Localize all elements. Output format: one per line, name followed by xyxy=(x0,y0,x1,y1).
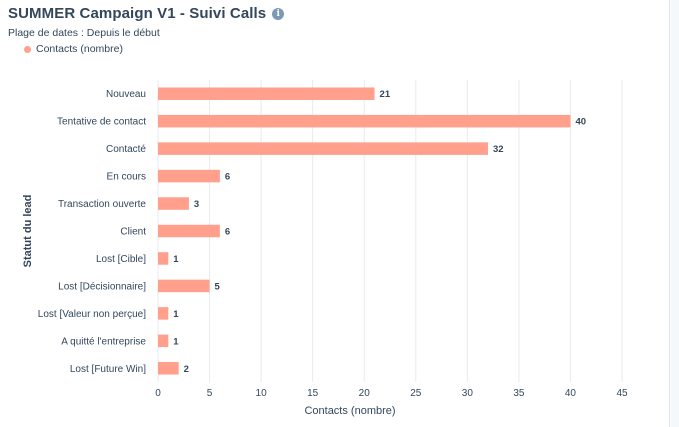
data-label: 2 xyxy=(184,364,189,375)
bar xyxy=(158,169,220,183)
bar xyxy=(158,252,169,265)
x-tick-label: 25 xyxy=(410,388,422,399)
chart-legend[interactable]: Contacts (nombre) xyxy=(24,43,123,55)
data-label: 21 xyxy=(380,89,391,100)
x-tick-label: 45 xyxy=(616,388,628,399)
bar xyxy=(158,334,169,348)
y-tick-label: Contacté xyxy=(106,144,146,155)
data-label: 5 xyxy=(215,281,221,292)
x-axis-title: Contacts (nombre) xyxy=(304,405,395,417)
y-tick-label: Lost [Valeur non perçue] xyxy=(38,309,146,320)
y-tick-label: Tentative de contact xyxy=(57,117,146,128)
x-tick-label: 15 xyxy=(307,388,319,399)
y-tick-label: Client xyxy=(120,227,146,238)
data-label: 6 xyxy=(225,172,230,183)
bar xyxy=(158,307,169,320)
data-label: 6 xyxy=(225,227,230,238)
info-icon[interactable]: i xyxy=(272,7,285,20)
data-label: 1 xyxy=(173,254,179,265)
legend-label: Contacts (nombre) xyxy=(36,43,123,55)
data-label: 1 xyxy=(173,336,179,347)
bar xyxy=(158,142,488,155)
y-tick-label: En cours xyxy=(107,172,146,183)
bar xyxy=(158,87,375,100)
x-tick-label: 5 xyxy=(207,388,213,399)
data-label: 40 xyxy=(575,117,586,128)
x-tick-label: 35 xyxy=(513,388,525,399)
y-tick-label: Lost [Cible] xyxy=(96,254,146,265)
y-tick-label: Transaction ouverte xyxy=(58,199,146,210)
bar xyxy=(158,197,189,210)
x-tick-label: 20 xyxy=(359,388,371,399)
report-title: SUMMER Campaign V1 - Suivi Calls xyxy=(8,5,267,22)
y-tick-label: A quitté l'entreprise xyxy=(61,336,146,347)
bar xyxy=(158,279,210,293)
data-label: 32 xyxy=(493,144,504,155)
date-range-label: Plage de dates : Depuis le début xyxy=(8,27,160,39)
y-tick-label: Lost [Décisionnaire] xyxy=(58,281,146,292)
y-tick-label: Lost [Future Win] xyxy=(70,364,146,375)
y-tick-label: Nouveau xyxy=(106,89,146,100)
x-tick-label: 0 xyxy=(155,388,161,399)
bar xyxy=(158,224,220,238)
bar xyxy=(158,362,179,375)
y-axis-title: Statut du lead xyxy=(22,195,34,268)
title-row: SUMMER Campaign V1 - Suivi Calls i xyxy=(8,5,285,22)
data-label: 3 xyxy=(194,199,199,210)
legend-marker xyxy=(24,45,31,53)
x-tick-label: 40 xyxy=(565,388,577,399)
bar xyxy=(158,114,571,128)
data-label: 1 xyxy=(173,309,179,320)
x-tick-label: 30 xyxy=(462,388,474,399)
panel-edge xyxy=(671,0,679,427)
x-tick-label: 10 xyxy=(256,388,268,399)
